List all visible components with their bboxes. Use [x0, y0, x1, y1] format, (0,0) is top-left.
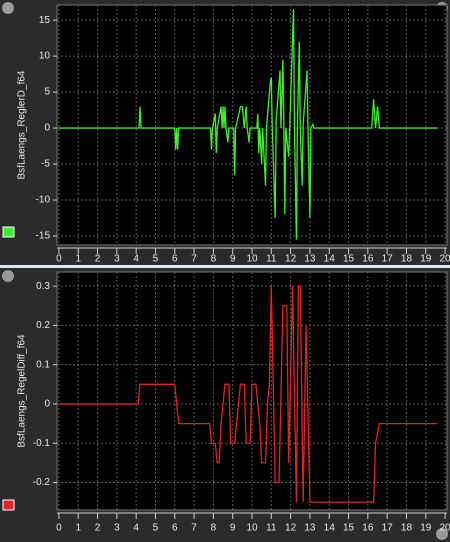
y-axis-label: BsfLaengs_RegelDiff_f64: [17, 334, 28, 448]
y-tick-label: 0: [44, 123, 50, 134]
x-tick-label: 17: [382, 254, 394, 265]
y-tick-label: -10: [36, 195, 51, 206]
x-tick-label: 16: [362, 254, 374, 265]
x-tick-label: 3: [114, 523, 120, 534]
x-tick-label: 14: [324, 254, 336, 265]
y-tick-label: -5: [41, 159, 50, 170]
x-tick-label: 11: [266, 254, 277, 265]
y-tick-label: 0.2: [36, 320, 50, 331]
y-tick-label: 15: [39, 15, 51, 26]
series-line: [58, 9, 438, 240]
x-tick-label: 13: [304, 523, 316, 534]
x-tick-label: 7: [191, 523, 197, 534]
x-tick-label: 14: [324, 523, 336, 534]
x-tick-label: 15: [343, 254, 355, 265]
x-tick-label: 12: [285, 523, 297, 534]
panel-separator: [0, 265, 450, 268]
x-tick-label: 6: [172, 254, 178, 265]
x-tick-label: 2: [95, 254, 101, 265]
x-tick-label: 17: [382, 523, 394, 534]
panel-menu-button[interactable]: [436, 528, 448, 540]
x-tick-label: 2: [95, 523, 101, 534]
x-tick-label: 4: [133, 254, 139, 265]
x-tick-label: 4: [133, 523, 139, 534]
x-tick-label: 10: [246, 254, 258, 265]
y-tick-label: -15: [36, 231, 51, 242]
x-tick-label: 8: [211, 254, 217, 265]
x-tick-label: 1: [75, 523, 81, 534]
series-color-swatch: [2, 499, 15, 511]
y-tick-label: 10: [39, 51, 51, 62]
x-tick-label: 15: [343, 523, 355, 534]
x-tick-label: 19: [420, 523, 432, 534]
x-tick-label: 0: [56, 523, 62, 534]
y-tick-label: -0.2: [33, 477, 51, 488]
x-tick-label: 19: [420, 254, 432, 265]
x-tick-label: 20: [440, 254, 450, 265]
x-tick-label: 18: [401, 523, 413, 534]
x-tick-label: 7: [191, 254, 197, 265]
x-tick-label: 5: [153, 523, 159, 534]
x-tick-label: 13: [304, 254, 316, 265]
x-tick-label: 1: [75, 254, 81, 265]
panel-menu-button[interactable]: [2, 2, 14, 14]
x-tick-label: 12: [285, 254, 297, 265]
y-axis-label: BsfLaengs_ReglerD_f64: [17, 70, 28, 179]
series-color-swatch: [2, 226, 15, 238]
x-tick-label: 8: [211, 523, 217, 534]
x-tick-label: 6: [172, 523, 178, 534]
x-tick-label: 16: [362, 523, 374, 534]
x-tick-label: 11: [266, 523, 277, 534]
x-tick-label: 10: [246, 523, 258, 534]
y-tick-label: 0.1: [36, 359, 50, 370]
x-tick-label: 9: [230, 254, 236, 265]
y-tick-label: 0.3: [36, 281, 50, 292]
x-tick-label: 9: [230, 523, 236, 534]
y-tick-label: 0: [44, 399, 50, 410]
x-tick-label: 18: [401, 254, 413, 265]
x-tick-label: 0: [56, 254, 62, 265]
panel-menu-button[interactable]: [2, 270, 14, 282]
x-tick-label: 20: [440, 523, 450, 534]
series-line: [58, 285, 438, 503]
x-tick-label: 5: [153, 254, 159, 265]
y-tick-label: 5: [44, 87, 50, 98]
x-tick-label: 3: [114, 254, 120, 265]
y-tick-label: -0.1: [33, 438, 51, 449]
